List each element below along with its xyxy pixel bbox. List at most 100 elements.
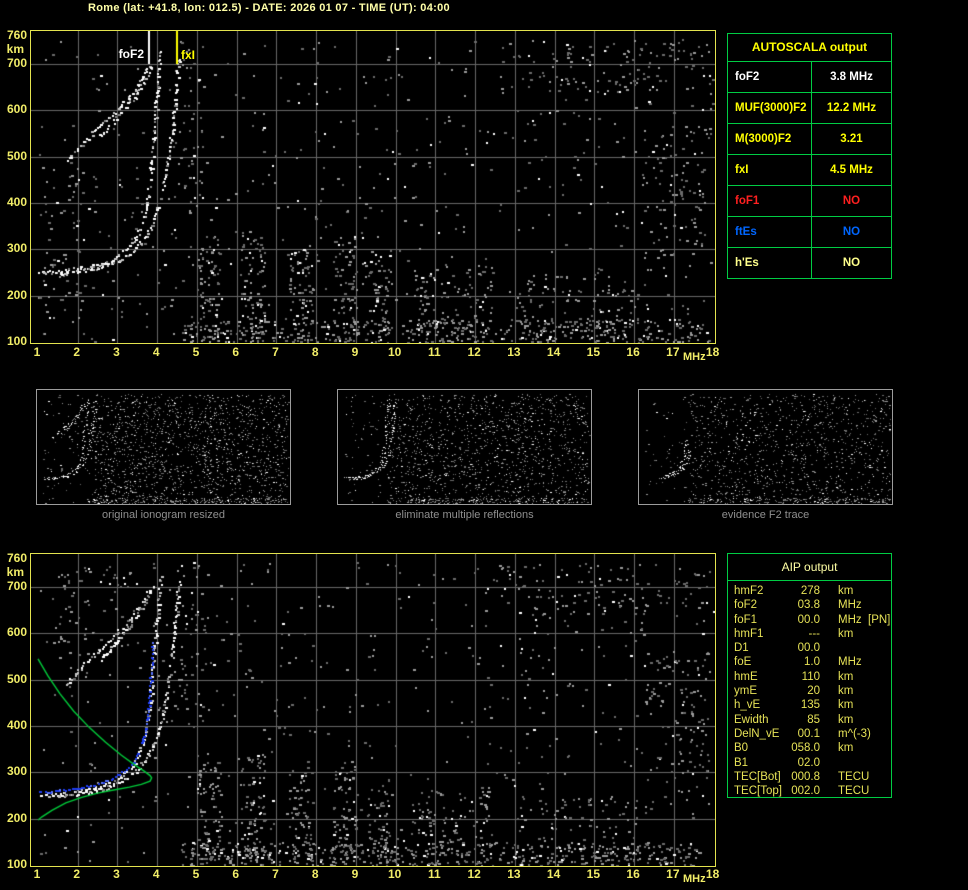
x-tick-label: 15 [586, 345, 601, 359]
x-tick-label: 18 [705, 345, 720, 359]
y-tick-label: 300 [6, 241, 27, 256]
aip-unit [838, 756, 868, 770]
y-tick-label: 200 [6, 810, 27, 825]
aip-param: DelN_vE [734, 727, 780, 740]
x-tick-label: 6 [232, 345, 240, 359]
autoscala-param: ftEs [728, 217, 812, 247]
aip-param: ymE [734, 685, 757, 698]
thumbnail-eliminate-reflections [337, 389, 592, 505]
x-tick-label: 11 [428, 345, 441, 359]
y-tick-label: 700 [6, 56, 27, 71]
autoscala-param: M(3000)F2 [728, 124, 812, 154]
x-tick-label: 4 [152, 345, 160, 359]
aip-row-fof2: foF2 03.8 MHz [728, 598, 891, 612]
autoscala-output-table: AUTOSCALA output foF2 3.8 MHz MUF(3000)F2 1… [727, 33, 892, 279]
x-tick-label: 9 [351, 345, 359, 359]
aip-value: 000.8 [791, 770, 820, 783]
x-tick-label: 10 [387, 345, 402, 359]
aip-value: 03.8 [797, 599, 820, 612]
x-tick-label: 2 [73, 345, 81, 359]
aip-row-hmf1: hmF1 --- km [728, 627, 891, 641]
x-tick-label: 17 [666, 345, 680, 359]
x-tick-label: 8 [311, 345, 319, 359]
aip-value: 02.0 [797, 756, 820, 769]
aip-value: 00.1 [797, 727, 820, 740]
autoscala-row-hes: h'Es NO [728, 248, 891, 278]
aip-unit: TECU [838, 785, 870, 798]
x-tick-label: 14 [546, 345, 561, 359]
autoscala-row-ftes: ftEs NO [728, 217, 891, 248]
thumbnail-caption-original: original ionogram resized [102, 509, 225, 521]
aip-value: 1.0 [804, 656, 820, 669]
aip-row-yme: ymE 20 km [728, 684, 891, 698]
top-ionogram-plot [30, 30, 716, 344]
bottom-plot-x-unit-label: MHz [683, 873, 706, 885]
x-tick-label: 13 [507, 345, 521, 359]
aip-param: foF1 [734, 613, 758, 626]
autoscala-value: NO [842, 226, 861, 238]
autoscala-row-m3000f2: M(3000)F2 3.21 [728, 124, 891, 155]
aip-unit: MHz [838, 599, 862, 612]
autoscala-value: 4.5 MHz [830, 164, 873, 176]
x-tick-label: 18 [705, 867, 720, 881]
aip-param: TEC[Bot] [734, 770, 781, 783]
aip-unit: MHz [838, 613, 862, 626]
aip-table-title: AIP output [728, 554, 891, 581]
autoscala-value: 3.21 [840, 133, 863, 145]
x-tick-label: 16 [626, 867, 640, 881]
aip-row-foe: foE 1.0 MHz [728, 655, 891, 669]
x-tick-label: 5 [192, 867, 200, 881]
autoscala-row-fof2: foF2 3.8 MHz [728, 62, 891, 93]
x-tick-label: 7 [272, 867, 279, 881]
aip-unit: m^(-3) [838, 727, 871, 740]
aip-row-ewidth: Ewidth 85 km [728, 713, 891, 727]
aip-param: foF2 [734, 599, 758, 612]
x-tick-label: 10 [387, 867, 402, 881]
top-plot-x-unit-label: MHz [683, 351, 706, 363]
autoscala-row-fxi: fxI 4.5 MHz [728, 155, 891, 186]
aip-value: 278 [800, 585, 820, 597]
aip-row-b0: B0 058.0 km [728, 741, 891, 755]
y-tick-label: 100 [6, 334, 27, 348]
aip-output-table: AIP output hmF2 278 km foF2 03.8 MHz foF1 00.0 M… [727, 553, 892, 798]
autoscala-row-fof1: foF1 NO [728, 186, 891, 217]
thumbnail-original-ionogram [36, 389, 291, 505]
x-tick-label: 14 [546, 867, 561, 881]
y-tick-label: 400 [6, 718, 27, 732]
aip-row-hmf2: hmF2 278 km [728, 584, 891, 598]
aip-value: 00.0 [797, 613, 820, 626]
aip-value: 00.0 [797, 642, 820, 655]
aip-row-b1: B1 02.0 [728, 756, 891, 770]
x-tick-label: 2 [73, 867, 81, 881]
aip-unit: km [838, 742, 854, 755]
bottom-plot-x-axis: 1 2 3 4 5 6 7 8 9 10 11 12 13 14 15 16 17 18 [0, 867, 968, 883]
aip-unit: km [838, 713, 854, 726]
y-tick-label: 300 [6, 764, 27, 779]
aip-row-d1: D1 00.0 [728, 641, 891, 655]
aip-value: 20 [807, 685, 820, 698]
x-tick-label: 8 [311, 867, 319, 881]
autoscala-param: fxI [728, 155, 812, 185]
aip-row-hme: hmE 110 km [728, 670, 891, 684]
y-tick-label: 200 [6, 287, 27, 302]
aip-table-rows: hmF2 278 km foF2 03.8 MHz foF1 00.0 MHz [PN] hmF1 -… [728, 581, 891, 798]
y-tick-label: 700 [6, 579, 27, 594]
x-tick-label: 4 [152, 867, 160, 881]
aip-param: hmF1 [734, 627, 764, 640]
y-tick-label: 600 [6, 625, 27, 640]
x-tick-label: 15 [586, 867, 601, 881]
aip-param: hmE [734, 670, 758, 683]
x-tick-label: 17 [666, 867, 680, 881]
x-tick-label: 6 [232, 867, 240, 881]
aip-value: 002.0 [791, 785, 820, 798]
aip-row-tecbot: TEC[Bot] 000.8 TECU [728, 770, 891, 784]
aip-unit: MHz [838, 656, 862, 669]
aip-extra: [PN] [868, 613, 891, 626]
y-tick-label: 760 [6, 28, 27, 43]
y-tick-label: 100 [6, 857, 27, 871]
aip-param: Ewidth [734, 713, 769, 726]
y-tick-label: 760 [6, 551, 27, 566]
aip-param: foE [734, 656, 752, 669]
autoscala-table-title: AUTOSCALA output [728, 34, 891, 62]
y-axis-unit-label: km [6, 565, 24, 579]
